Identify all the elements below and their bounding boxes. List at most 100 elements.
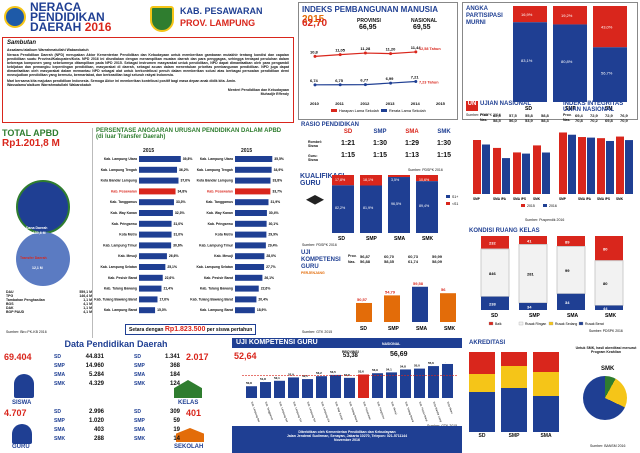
sambutan-closing: Mari bersama kita majukan pendidikan Ind…	[7, 79, 237, 83]
un-nas-value: 58,5	[493, 118, 501, 123]
apm-cat: SM	[605, 106, 613, 112]
year-tick: 2015	[436, 101, 446, 106]
right-region-label: Kab. Tulang Bawang Barat	[190, 297, 234, 301]
ukg-bar	[356, 302, 372, 322]
uk-region-label: Kab. Lampung Selatan	[278, 401, 291, 422]
guru-label: Guru: Siswa	[308, 154, 318, 162]
guru-total: 4.707	[4, 408, 27, 418]
uk-bar-label: 53,2	[316, 371, 322, 375]
right-bar-label: 29,4%	[268, 243, 278, 247]
kondisi-legend-swatch	[488, 321, 494, 326]
ukg-nas-value: 56,88	[360, 259, 371, 264]
rls-label: 6,75	[335, 78, 344, 83]
prov-name: PROV. LAMPUNG	[180, 18, 256, 28]
right-bar-label: 28,0%	[266, 254, 276, 258]
kondisi-panel: KONDISI RUANG KELAS 232 846 238 SD 41 281 34 SM…	[465, 228, 638, 338]
legend-rls: Rerata Lama Sekolah	[389, 109, 426, 113]
kondisi-baik-bar	[595, 236, 623, 261]
ipm-chart: 10,8 11,05 11,28 11,20 11,44 6,74 6,75 6,77 6,99…	[310, 45, 446, 113]
ii-prov-value: 72,9	[590, 113, 598, 118]
ukg-bar	[384, 295, 400, 322]
uk-region-label: Kab. Lampung Utara	[320, 401, 332, 422]
uk-bar-label: 52,8	[344, 373, 350, 377]
ukg-title3: GURU	[301, 264, 319, 270]
apbd-source: Sumber: Biro PK-KB 2016	[6, 330, 47, 334]
left-region-label: Kota Metro	[119, 233, 137, 237]
hls-label: 11,05	[335, 48, 346, 53]
ukg-chart: 50,57 SD 54,79 SMP 59,58 SMA 56 SMK	[356, 281, 456, 332]
left-bar-label: 25,1%	[167, 265, 177, 269]
left-bar	[139, 166, 178, 173]
ukg-bar-label: 59,58	[413, 281, 424, 286]
persentase-panel: PERSENTASE ANGGARAN URUSAN PENDIDIKAN DA…	[92, 128, 294, 338]
left-region-label: Kab. Tulang Bawang	[104, 287, 137, 291]
left-bar-label: 34,8%	[178, 189, 188, 193]
footer-line2: Jalan Jenderal Sudirman, Senayan, Jakart…	[286, 434, 408, 438]
hls-label: 11,28	[360, 46, 371, 51]
right-bar-label: 33,8%	[272, 179, 282, 183]
persentase-year-2016: 2015	[241, 148, 253, 154]
uk-region-label: Kab. Mesuji	[390, 401, 399, 416]
uk-region-label: Kab. Lampung Barat	[250, 401, 262, 422]
kondisi-title: KONDISI RUANG KELAS	[469, 228, 540, 234]
rasio-guru-value: 1:15	[436, 152, 451, 159]
ii-2016-bar	[625, 140, 633, 194]
uk-bar	[428, 366, 439, 398]
rls-label: 7,21	[411, 75, 420, 80]
siswa-label: SISWA	[12, 400, 32, 406]
ii-nas-value: 70,9	[620, 118, 628, 123]
right-region-label: Kab. Pringsewu	[208, 222, 233, 226]
dpd-value: 14.960	[85, 363, 104, 369]
apbd-circle	[16, 180, 70, 234]
uk-region-label: Kab. Lampung Timur	[292, 401, 304, 422]
kelas-total: 2.017	[186, 352, 209, 362]
kual-lt-label: 10,6%	[419, 178, 430, 182]
title-line1: NERACA	[30, 0, 82, 14]
left-bar-label: 33,3%	[176, 200, 186, 204]
left-bar-label: 15,3%	[157, 308, 167, 312]
kondisi-bot-label: 238	[489, 301, 496, 306]
rls-target: 7,23 Tahun	[419, 80, 439, 84]
uk-header-bar	[232, 338, 462, 348]
ii-prov-value: 69,4	[575, 113, 583, 118]
akreditasi-title: AKREDITASI	[469, 340, 506, 346]
legend-2016-swatch	[543, 204, 547, 207]
left-bar-label: 32,3%	[175, 211, 185, 215]
ukg-bar	[412, 286, 428, 322]
title-year: 2016	[84, 20, 112, 34]
dpd-value: 2.996	[88, 409, 104, 415]
un-2015-bar	[533, 145, 541, 194]
un-2016-bar	[502, 158, 510, 194]
dau-label: DAU	[6, 290, 14, 294]
ipm-panel: INDEKS PEMBANGUNAN MANUSIA 2015 62,70 PR…	[298, 2, 458, 120]
dpd-title: Data Pendidikan Daerah	[64, 339, 168, 349]
legend-rls-swatch	[381, 109, 387, 112]
un-2016-bar	[482, 144, 490, 194]
apbd-total-value: Rp1.201,8 M	[2, 138, 60, 149]
un-prov-value: 55,8	[525, 113, 533, 118]
apm-bottom-label: 83,1%	[521, 58, 533, 63]
akr-red-bar	[533, 352, 559, 372]
kual-cat: SMA	[394, 236, 406, 242]
dpd-value: 288	[93, 436, 104, 442]
left-bar-label: 36,2%	[179, 168, 189, 172]
title-line3: DAERAH	[30, 20, 82, 34]
left-region-label: Kab. Lampung Utara	[104, 157, 137, 161]
hls-label: 11,44	[411, 45, 422, 50]
apm-cat: SD	[525, 106, 532, 112]
dpd-level: SMK	[134, 381, 146, 387]
right-bar	[235, 296, 257, 303]
kondisi-cat: SMA	[567, 313, 579, 319]
student-icon	[14, 374, 34, 398]
un-chart: SMP SMP SMA IPA SMA IPA SMA IPS SMA IPS SMK SMK…	[473, 132, 633, 208]
dpd-value: 19	[173, 427, 180, 433]
ukg-bar-label: 56	[441, 287, 446, 292]
smk-note: Untuk SMK, hasil akreditasi menurut Prog…	[575, 346, 637, 354]
kondisi-chart: 232 846 238 SD 41 281 34 SMP 89 99 34 SMA 80 80 44 SMK B…	[480, 236, 624, 333]
uk-bar	[414, 368, 425, 398]
dpd-value: 5.284	[88, 372, 104, 378]
rasio-panel: RASIO PENDIDIKAN Rombel: Siswa Guru: Sis…	[298, 120, 463, 172]
kual-lt-label: 17,8%	[335, 178, 346, 182]
un-2015-bar	[513, 152, 521, 194]
left-region-label: Kab. Pringsewu	[112, 222, 137, 226]
